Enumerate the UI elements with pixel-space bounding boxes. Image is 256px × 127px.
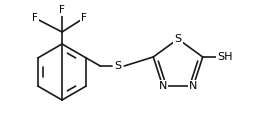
Text: N: N — [158, 81, 167, 91]
Text: S: S — [115, 61, 122, 71]
Text: F: F — [32, 13, 38, 23]
Text: SH: SH — [217, 52, 232, 62]
Text: S: S — [174, 34, 182, 44]
Text: F: F — [59, 5, 65, 15]
Text: F: F — [81, 13, 87, 23]
Text: N: N — [189, 81, 197, 91]
